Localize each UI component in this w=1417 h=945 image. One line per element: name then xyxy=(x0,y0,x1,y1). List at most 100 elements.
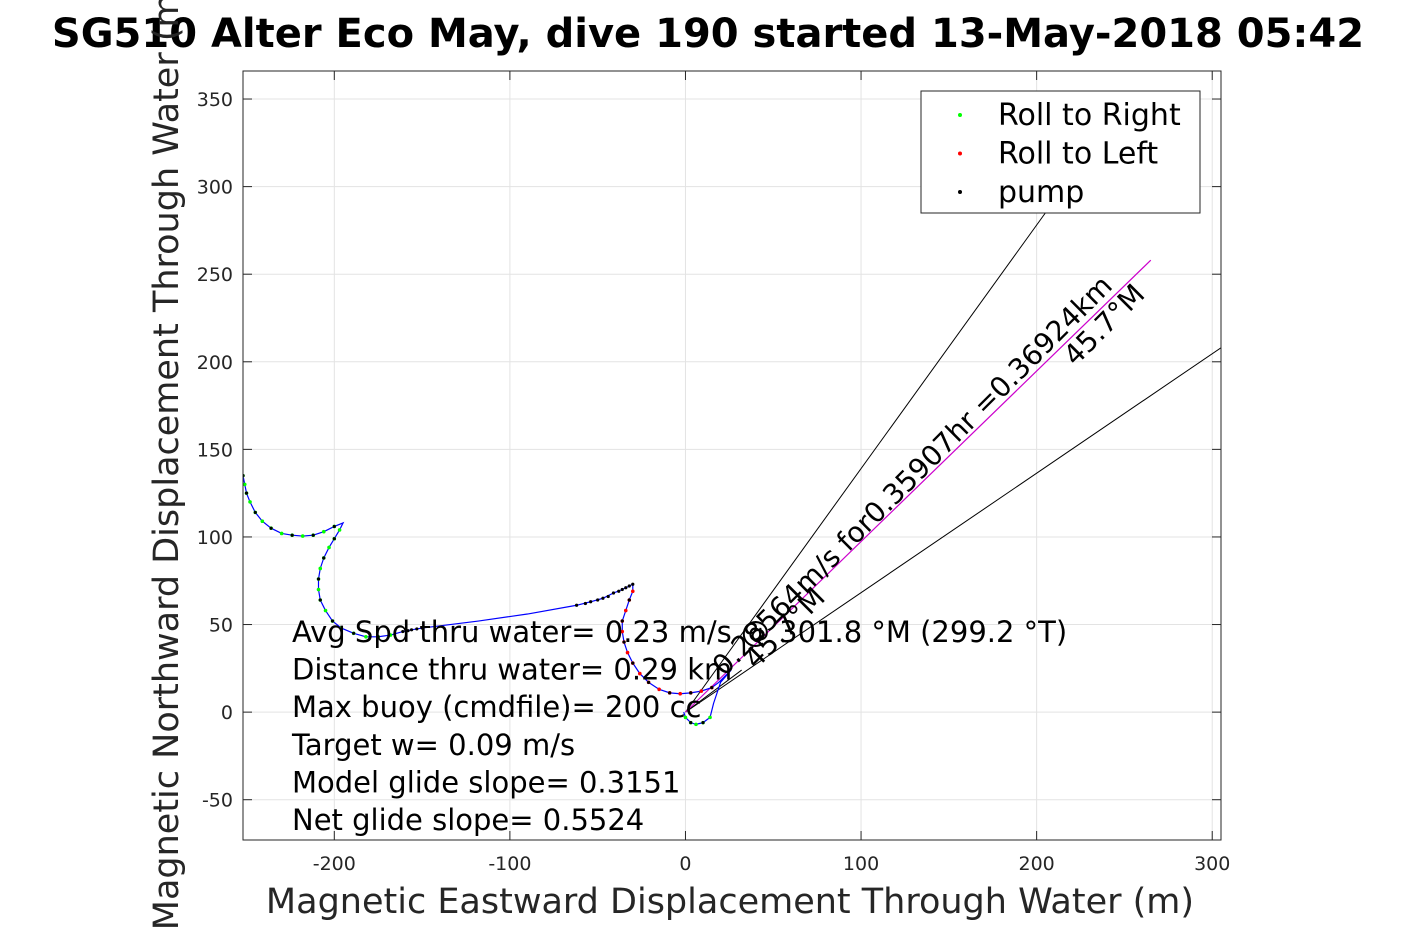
legend-label: Roll to Right xyxy=(998,98,1181,133)
roll-right-point xyxy=(260,519,265,523)
ticks: -200 -100 0 100 200 300 -50 0 50 100 150 200 250 300 3… xyxy=(197,71,1230,875)
roll-right-point xyxy=(243,482,247,487)
stat-line: Model glide slope= 0.3151 xyxy=(292,765,680,799)
roll-left-point xyxy=(638,671,642,676)
legend-label: Roll to Left xyxy=(998,137,1158,172)
pump-point xyxy=(575,603,579,607)
pump-point xyxy=(318,598,322,602)
pump-point xyxy=(589,600,593,604)
heading-cone-line xyxy=(685,212,1046,713)
roll-left-point xyxy=(630,589,635,594)
roll-right-point xyxy=(318,566,323,571)
roll-left-point xyxy=(625,650,630,655)
roll-left-point xyxy=(678,691,683,696)
stat-line: Net glide slope= 0.5524 xyxy=(292,803,644,837)
pump-point xyxy=(352,631,356,635)
pump-point xyxy=(330,619,335,623)
pump-point xyxy=(290,533,294,537)
pump-point xyxy=(596,598,600,602)
y-tick-label: 300 xyxy=(197,177,233,199)
pump-point xyxy=(624,586,628,590)
y-tick-label: 200 xyxy=(197,352,233,374)
stat-line: Max buoy (cmdfile)= 200 cc xyxy=(292,690,701,724)
x-tick-label: -100 xyxy=(488,853,531,875)
roll-right-point xyxy=(364,635,368,639)
roll-right-point xyxy=(388,633,393,637)
roll-right-point xyxy=(708,715,712,720)
roll-right-point xyxy=(323,608,328,613)
roll-left-point xyxy=(620,629,625,634)
heading-cone-line xyxy=(685,669,742,713)
data-layer xyxy=(243,212,1221,727)
grid xyxy=(243,71,1221,840)
pump-point xyxy=(710,686,714,690)
pump-point xyxy=(601,596,605,600)
legend-marker xyxy=(958,151,962,156)
y-tick-label: 100 xyxy=(197,527,233,549)
x-tick-label: -200 xyxy=(313,853,356,875)
legend-marker xyxy=(958,190,962,194)
pump-point xyxy=(620,619,624,623)
axes-box xyxy=(242,70,1222,841)
pump-point xyxy=(244,491,249,495)
roll-right-point xyxy=(683,715,688,720)
pump-point xyxy=(316,577,321,581)
y-tick-label: 0 xyxy=(221,702,233,724)
pump-point xyxy=(631,582,635,586)
roll-right-point xyxy=(321,529,326,534)
heading-cone-line xyxy=(685,347,1221,713)
stats-text: Avg Spd thru water= 0.23 m/s @ 301.8 °M … xyxy=(291,615,1067,837)
pump-point xyxy=(253,510,257,515)
y-tick-label: -50 xyxy=(202,790,233,812)
current-vector-line xyxy=(685,259,1152,713)
pump-point xyxy=(376,635,380,639)
pump-point xyxy=(622,640,626,644)
x-axis-label: Magnetic Eastward Displacement Through W… xyxy=(266,882,1194,922)
legend-label: pump xyxy=(998,175,1084,210)
x-tick-label: 100 xyxy=(843,853,879,875)
roll-right-point xyxy=(327,545,331,550)
pump-point xyxy=(420,626,424,630)
pump-point xyxy=(611,591,616,595)
dive-track-line xyxy=(243,475,732,726)
x-tick-label: 300 xyxy=(1194,853,1230,875)
legend-marker xyxy=(958,113,962,117)
pump-point xyxy=(583,601,587,606)
pump-point xyxy=(311,533,315,537)
pump-point xyxy=(631,661,635,665)
pump-point xyxy=(620,587,624,592)
chart-title: SG510 Alter Eco May, dive 190 started 13… xyxy=(52,11,1364,57)
y-tick-label: 150 xyxy=(197,439,233,461)
roll-right-point xyxy=(279,531,284,536)
pump-point xyxy=(322,556,326,560)
roll-right-point xyxy=(316,587,321,592)
pump-point xyxy=(415,627,419,631)
pump-point xyxy=(269,526,273,530)
roll-right-point xyxy=(337,528,342,532)
pump-point xyxy=(646,680,651,684)
legend-box xyxy=(920,90,1201,214)
pump-point xyxy=(606,594,610,599)
y-tick-label: 250 xyxy=(197,264,233,286)
roll-left-point xyxy=(623,608,628,613)
roll-right-point xyxy=(694,722,698,727)
pump-point xyxy=(617,589,621,593)
roll-left-point xyxy=(657,687,661,692)
pump-point xyxy=(701,721,705,725)
roll-right-point xyxy=(248,500,252,504)
pump-point xyxy=(332,537,336,541)
x-tick-label: 0 xyxy=(679,853,691,875)
pump-point xyxy=(627,598,631,602)
roll-left-point xyxy=(699,689,704,693)
stat-line: Avg Spd thru water= 0.23 m/s @ 301.8 °M … xyxy=(292,615,1067,649)
pump-point xyxy=(689,691,693,695)
pump-point xyxy=(401,629,405,634)
roll-right-point xyxy=(339,626,344,630)
roll-right-point xyxy=(300,534,305,538)
y-tick-label: 50 xyxy=(209,615,233,637)
stat-line: Target w= 0.09 m/s xyxy=(291,728,575,762)
y-axis-label: Magnetic Northward Displacement Through … xyxy=(147,0,187,930)
y-tick-label: 350 xyxy=(197,89,233,111)
